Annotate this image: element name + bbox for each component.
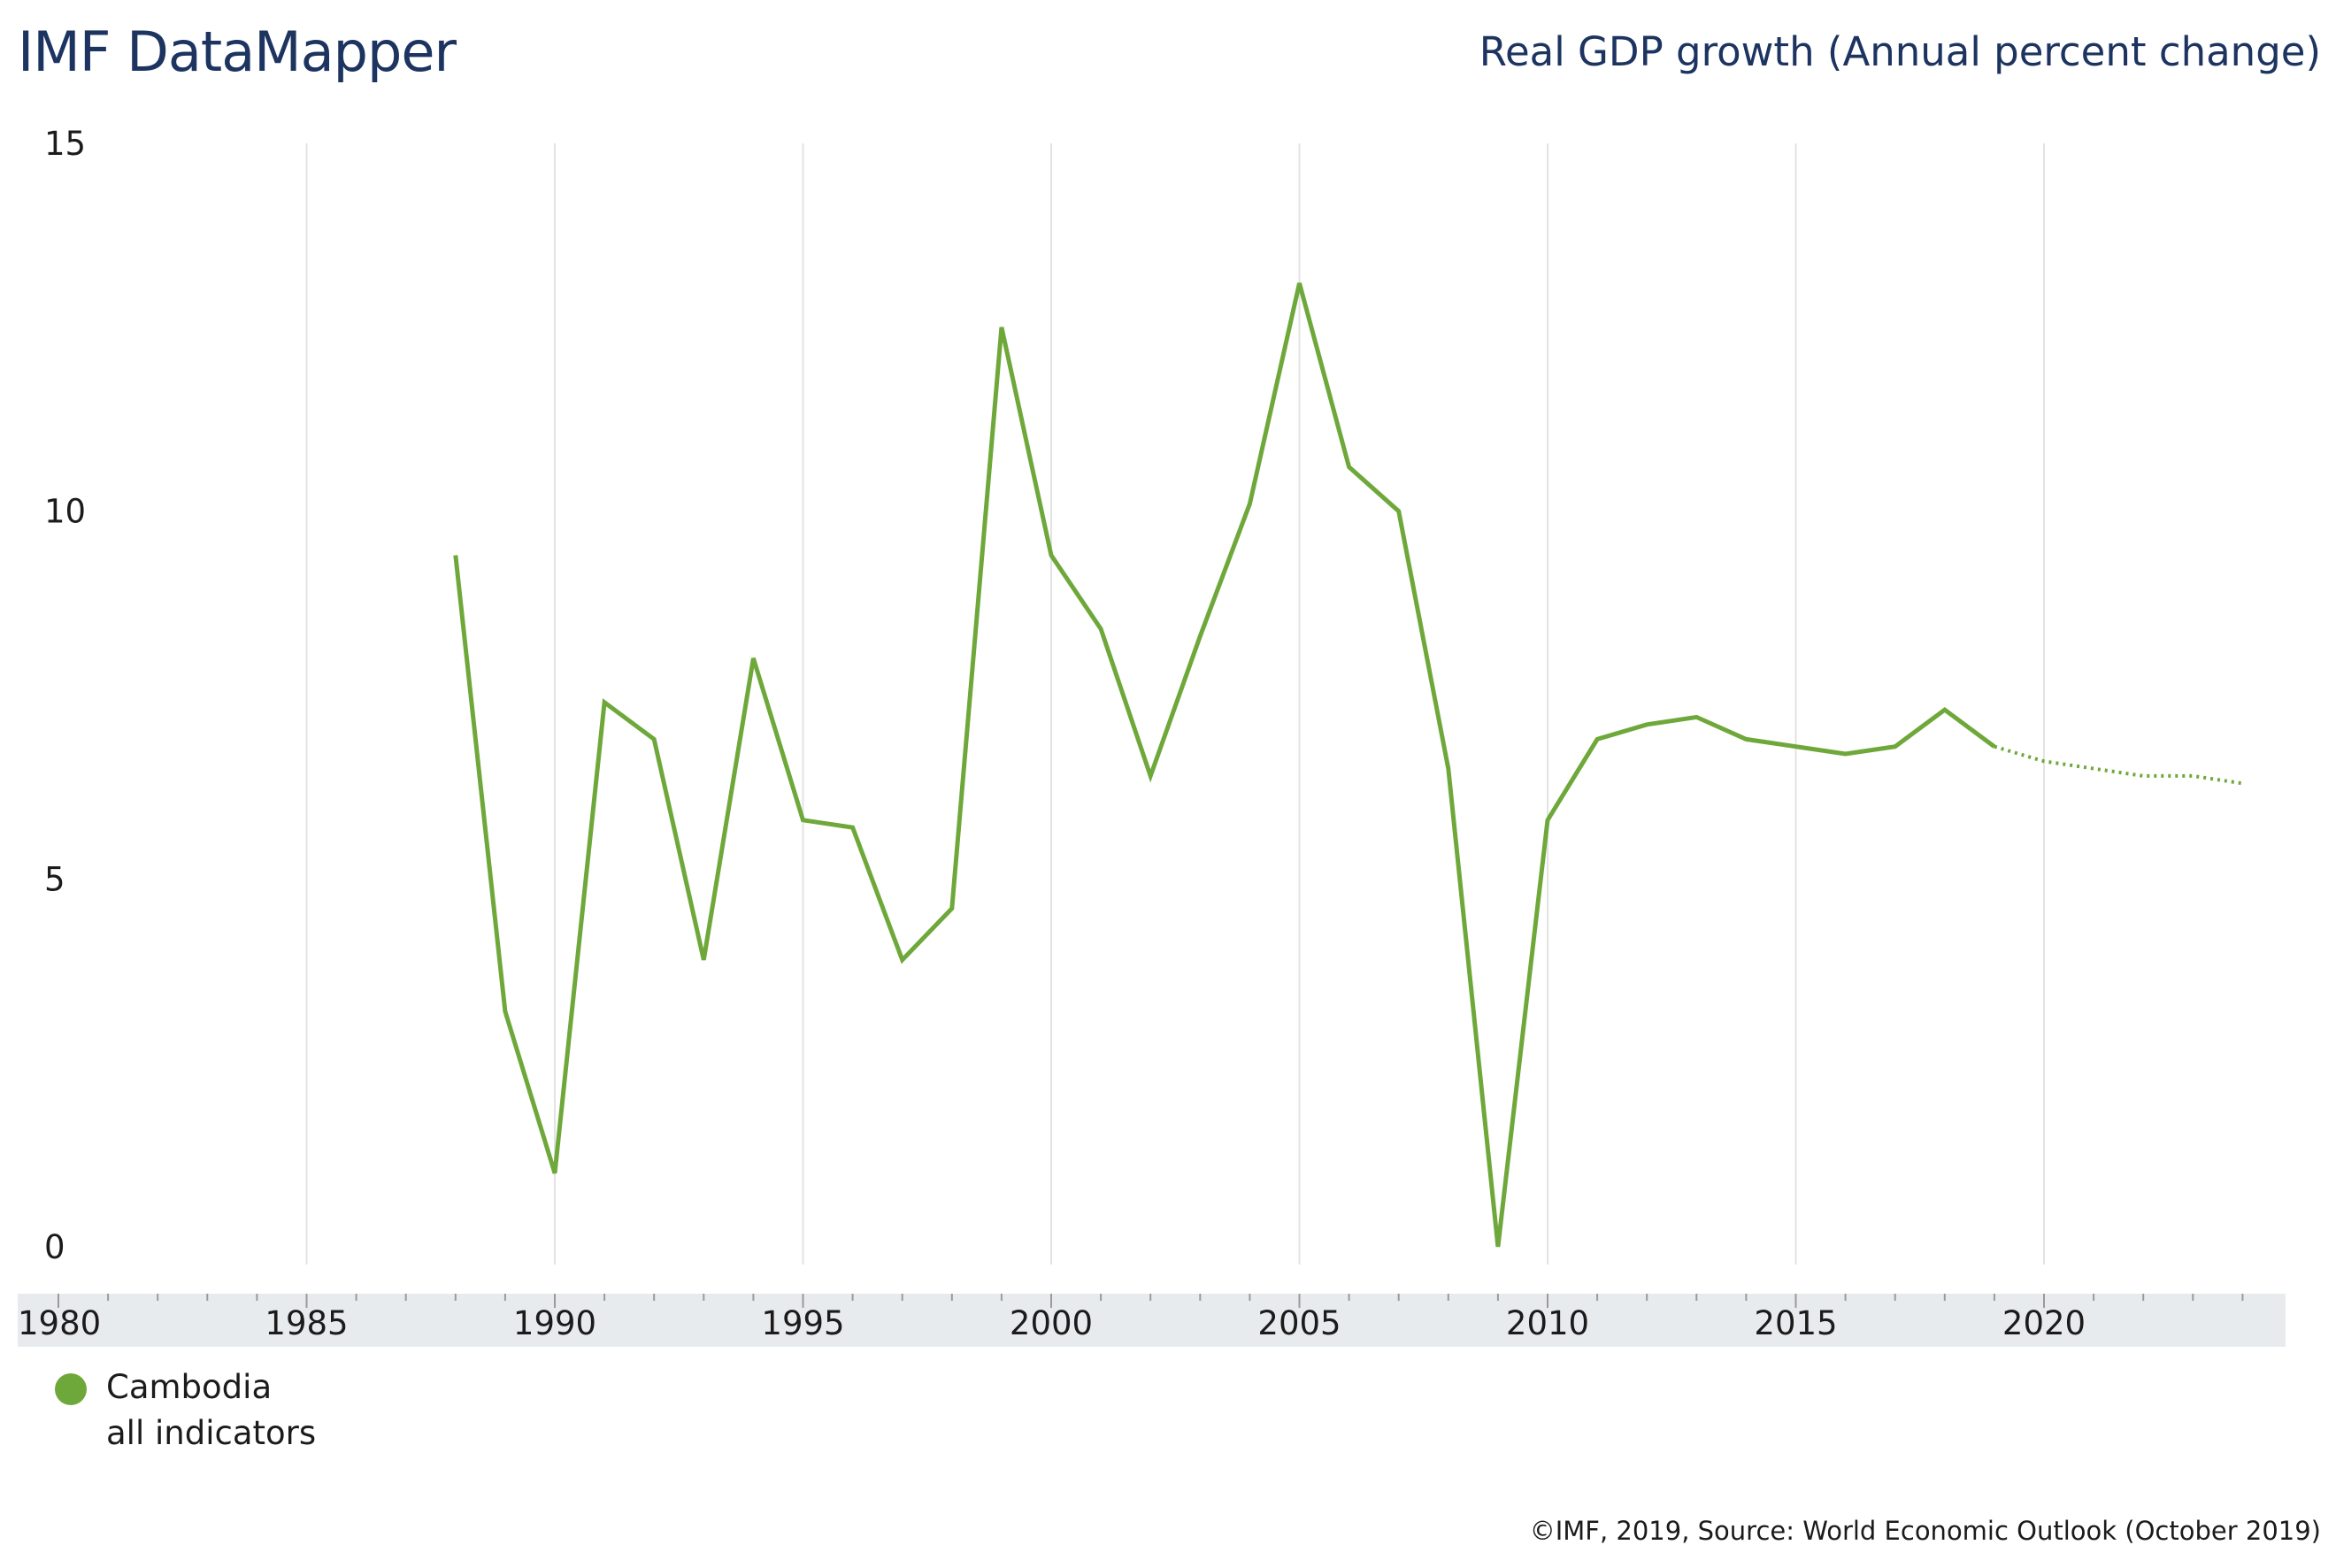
legend-all-indicators-link[interactable]: all indicators [106,1414,317,1452]
grid-layer [305,143,2045,1264]
data-point[interactable] [1986,739,2002,755]
data-point[interactable] [1043,548,1059,564]
data-point[interactable] [994,319,1010,335]
x-tick-label: 2000 [1010,1304,1093,1342]
data-point[interactable] [1391,503,1407,519]
data-point[interactable] [895,952,911,968]
series-projection-0[interactable] [1994,744,2243,786]
data-point[interactable] [695,952,711,968]
data-point[interactable] [646,731,662,747]
x-tick-label: 2020 [2002,1304,2086,1342]
y-tick-label: 15 [44,125,86,163]
data-point[interactable] [1241,496,1257,511]
x-tick-label: 2015 [1754,1304,1837,1342]
data-point[interactable] [1788,739,1804,755]
series-layer [448,275,2243,1255]
data-point[interactable] [1589,731,1605,747]
data-point[interactable] [1093,621,1109,637]
series-line-0[interactable] [453,282,1996,1248]
data-point[interactable] [596,695,612,711]
x-axis-ticks: 1980 1985 1990 1995 2000 2005 2010 2015 2020 [18,1294,2244,1342]
x-tick-label: 1985 [265,1304,348,1342]
data-point[interactable] [1738,731,1754,747]
data-point[interactable] [795,812,811,828]
data-point[interactable] [1192,628,1208,644]
y-tick-label: 10 [44,493,86,531]
data-point[interactable] [1540,812,1556,828]
brand-title[interactable]: IMF DataMapper [18,19,457,84]
x-tick-label: 2010 [1506,1304,1589,1342]
data-point[interactable] [845,819,861,835]
data-point[interactable] [944,901,960,917]
data-point[interactable] [1838,746,1854,762]
x-tick-label: 1980 [18,1304,101,1342]
legend-marker[interactable] [55,1373,87,1405]
data-point[interactable] [547,1165,563,1181]
legend-country-label[interactable]: Cambodia [106,1368,273,1406]
data-point[interactable] [1688,709,1704,725]
data-point[interactable] [1639,717,1655,733]
y-tick-label: 0 [44,1228,65,1266]
x-tick-label: 2005 [1257,1304,1341,1342]
x-tick-label: 1995 [761,1304,844,1342]
data-point[interactable] [1490,1239,1506,1255]
data-point[interactable] [448,548,464,564]
data-point[interactable] [1142,768,1158,784]
data-point[interactable] [497,1003,513,1019]
data-point[interactable] [1937,702,1953,718]
data-point[interactable] [1887,739,1903,755]
data-point[interactable] [745,650,761,666]
data-point[interactable] [1292,275,1308,291]
x-axis-band [18,1294,2286,1347]
data-point[interactable] [1441,761,1456,777]
y-tick-label: 5 [44,860,65,898]
source-credit: ©IMF, 2019, Source: World Economic Outlo… [1529,1516,2321,1546]
y-axis-ticks: 0 5 10 15 [44,125,86,1266]
indicator-title[interactable]: Real GDP growth (Annual percent change) [1479,28,2321,75]
data-point[interactable] [1341,459,1357,475]
x-tick-label: 1990 [513,1304,596,1342]
